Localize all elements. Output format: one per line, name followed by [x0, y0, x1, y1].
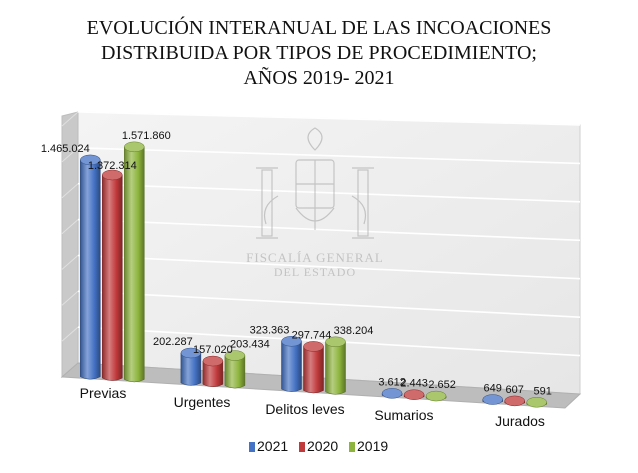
- legend-swatch: [349, 442, 355, 452]
- legend-item: 2019: [349, 438, 388, 454]
- gridline: [77, 254, 581, 280]
- bar-top: [504, 395, 525, 407]
- gridline-side: [61, 147, 79, 163]
- data-label: 649: [484, 383, 502, 395]
- bar-top: [325, 336, 346, 348]
- chart-title: EVOLUCIÓN INTERANUAL DE LAS INCOACIONES …: [0, 16, 638, 91]
- bar-body: [80, 159, 101, 380]
- chart-walls: [60, 111, 582, 409]
- legend: 2021 2020 2019: [249, 438, 388, 454]
- bar-top: [180, 347, 202, 359]
- data-label: 1.571.860: [122, 130, 171, 142]
- bar-top: [281, 336, 302, 347]
- data-label: 2.443: [400, 378, 428, 390]
- gridline-side: [61, 326, 79, 342]
- category-label: Sumarios: [374, 407, 433, 423]
- data-label: 202.287: [153, 336, 193, 348]
- bar-body: [202, 360, 224, 388]
- bar-top: [202, 355, 224, 367]
- legend-swatch: [249, 442, 255, 452]
- gridline-side: [61, 183, 79, 199]
- category-label: Jurados: [495, 413, 545, 429]
- bar-top: [482, 394, 503, 405]
- gridline: [77, 182, 581, 203]
- legend-swatch: [299, 442, 305, 452]
- data-label: 591: [534, 385, 552, 397]
- bar: [102, 169, 123, 381]
- gridline: [77, 111, 581, 126]
- bar: [202, 355, 224, 388]
- bar: [504, 395, 525, 407]
- gridline-side: [61, 111, 79, 127]
- category-label: Delitos leves: [265, 401, 344, 417]
- bar-top: [80, 154, 101, 166]
- bar-top: [425, 390, 447, 402]
- value-labels: 1.465.024 1.372.314 1.571.860 202.287157.02…: [41, 130, 552, 397]
- bars: [80, 141, 547, 408]
- watermark: FISCALÍA GENERAL DEL ESTADO: [246, 127, 384, 279]
- bar: [381, 388, 403, 399]
- data-label: 297.744: [292, 329, 332, 341]
- bar-top: [303, 341, 324, 352]
- category-label: Previas: [80, 385, 127, 401]
- bar: [325, 336, 346, 395]
- gridline: [77, 290, 581, 318]
- legend-label: 2020: [307, 438, 338, 454]
- bar: [303, 341, 324, 394]
- bar: [124, 141, 145, 383]
- legend-item: 2020: [299, 438, 338, 454]
- bar-top: [124, 141, 145, 153]
- bar-body: [180, 352, 202, 386]
- data-label: 323.363: [250, 324, 290, 336]
- watermark-line-1: FISCALÍA GENERAL: [246, 250, 384, 265]
- data-label: 1.465.024: [41, 143, 90, 155]
- chart-title-line-2: DISTRIBUIDA POR TIPOS DE PROCEDIMIENTO;: [101, 42, 537, 64]
- bar: [224, 350, 246, 389]
- gridline: [77, 147, 581, 165]
- coat-of-arms-icon: [256, 127, 374, 239]
- gridline: [77, 218, 581, 242]
- bar-body: [303, 346, 324, 394]
- bar-body: [124, 146, 145, 383]
- bar-body: [102, 174, 123, 381]
- legend-label: 2021: [257, 438, 288, 454]
- bar: [80, 154, 101, 380]
- legend-label: 2019: [357, 438, 388, 454]
- data-label: 1.372.314: [88, 160, 137, 172]
- chart-title-line-1: EVOLUCIÓN INTERANUAL DE LAS INCOACIONES: [86, 17, 552, 39]
- bar: [281, 336, 302, 392]
- chart-title-line-3: AÑOS 2019- 2021: [243, 67, 395, 89]
- gridline-side: [61, 290, 79, 306]
- legend-item: 2021: [249, 438, 288, 454]
- bar: [425, 390, 447, 402]
- category-labels: Previas Urgentes Delitos leves Sumarios Jura…: [80, 385, 545, 429]
- data-label: 203.434: [230, 339, 270, 351]
- data-label: 2.652: [428, 379, 456, 391]
- bar: [482, 394, 503, 405]
- data-label: 607: [506, 384, 524, 396]
- bar-body: [325, 341, 346, 395]
- data-label: 338.204: [334, 325, 374, 337]
- bar-body: [281, 341, 302, 392]
- bar-top: [224, 350, 246, 361]
- bar-top: [102, 169, 123, 181]
- bar-top: [526, 397, 547, 408]
- watermark-line-2: DEL ESTADO: [274, 265, 356, 279]
- gridline-side: [61, 255, 79, 270]
- data-label: 3.612: [378, 376, 406, 388]
- bar: [526, 397, 547, 408]
- data-label: 157.020: [193, 344, 233, 356]
- category-label: Urgentes: [174, 394, 231, 410]
- bar: [403, 389, 425, 400]
- gridline-side: [61, 219, 79, 234]
- bar: [180, 347, 202, 386]
- bar-top: [381, 388, 403, 399]
- bar-top: [403, 389, 425, 400]
- bar-body: [224, 355, 246, 389]
